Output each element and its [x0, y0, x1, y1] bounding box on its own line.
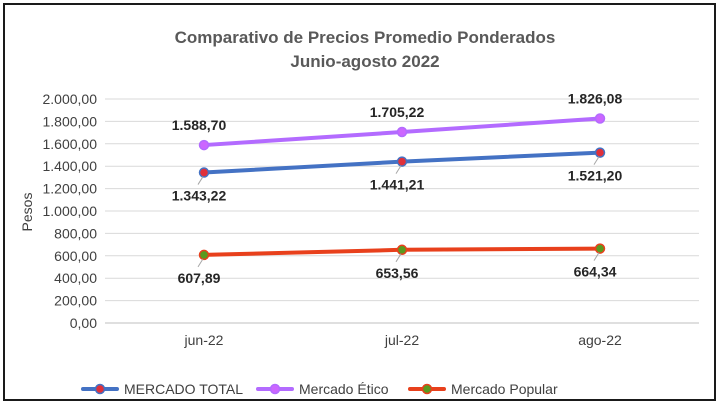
- x-tick-label: jul-22: [384, 332, 419, 348]
- x-tick-label: jun-22: [184, 332, 224, 348]
- leader-line: [593, 156, 600, 165]
- y-tick-label: 1.400,00: [43, 158, 98, 174]
- y-tick-label: 1.000,00: [43, 203, 98, 219]
- leader-line: [593, 252, 600, 261]
- y-tick-label: 1.800,00: [43, 113, 98, 129]
- series-lines: [198, 113, 606, 261]
- data-label: 607,89: [178, 270, 221, 286]
- y-tick-label: 2.000,00: [43, 91, 98, 107]
- data-point: [198, 249, 210, 261]
- data-label: 1.343,22: [172, 188, 227, 204]
- data-point: [396, 126, 408, 138]
- legend-entry: Mercado Ético: [299, 381, 389, 397]
- x-tick-label: ago-22: [578, 332, 622, 348]
- y-tick-label: 800,00: [54, 225, 97, 241]
- data-point: [198, 167, 210, 178]
- x-axis-ticks: jun-22 jul-22 ago-22: [184, 332, 622, 348]
- legend-entry: MERCADO TOTAL: [124, 381, 243, 397]
- data-point: [198, 139, 210, 151]
- line-chart: Comparativo de Precios Promedio Ponderad…: [19, 28, 699, 397]
- legend-swatch-marker: [421, 383, 433, 395]
- data-point: [594, 113, 606, 124]
- leader-line: [197, 176, 204, 185]
- leader-line: [395, 165, 402, 174]
- data-point: [396, 244, 408, 256]
- data-label: 1.705,22: [370, 104, 425, 120]
- legend: MERCADO TOTAL Mercado Ético Mercado Popula…: [81, 381, 558, 397]
- chart-subtitle: Junio-agosto 2022: [290, 52, 439, 71]
- data-label: 664,34: [574, 264, 617, 280]
- data-labels: 1.343,22 1.441,21 1.521,20 1.588,70 1.705,22…: [172, 90, 623, 285]
- legend-swatch-marker: [94, 383, 106, 395]
- chart-title: Comparativo de Precios Promedio Ponderad…: [175, 28, 556, 47]
- data-label: 1.441,21: [370, 177, 425, 193]
- y-tick-label: 200,00: [54, 293, 97, 309]
- data-label: 1.521,20: [568, 168, 623, 184]
- data-point: [594, 147, 606, 158]
- data-point: [594, 243, 606, 254]
- data-label: 653,56: [376, 265, 419, 281]
- legend-swatch-marker: [269, 383, 281, 395]
- data-label: 1.826,08: [568, 90, 623, 106]
- data-point: [396, 156, 408, 167]
- chart-frame: Comparativo de Precios Promedio Ponderad…: [3, 3, 716, 401]
- y-axis-label: Pesos: [19, 193, 35, 232]
- y-tick-label: 600,00: [54, 248, 97, 264]
- y-tick-label: 400,00: [54, 270, 97, 286]
- data-label: 1.588,70: [172, 117, 227, 133]
- y-tick-label: 1.600,00: [43, 136, 98, 152]
- y-tick-label: 1.200,00: [43, 181, 98, 197]
- leader-line: [395, 253, 402, 263]
- leader-line: [197, 258, 204, 268]
- y-axis-ticks: 0,00 200,00 400,00 600,00 800,00 1.000,00 1.20…: [43, 91, 98, 331]
- y-tick-label: 0,00: [70, 315, 97, 331]
- legend-entry: Mercado Popular: [451, 381, 558, 397]
